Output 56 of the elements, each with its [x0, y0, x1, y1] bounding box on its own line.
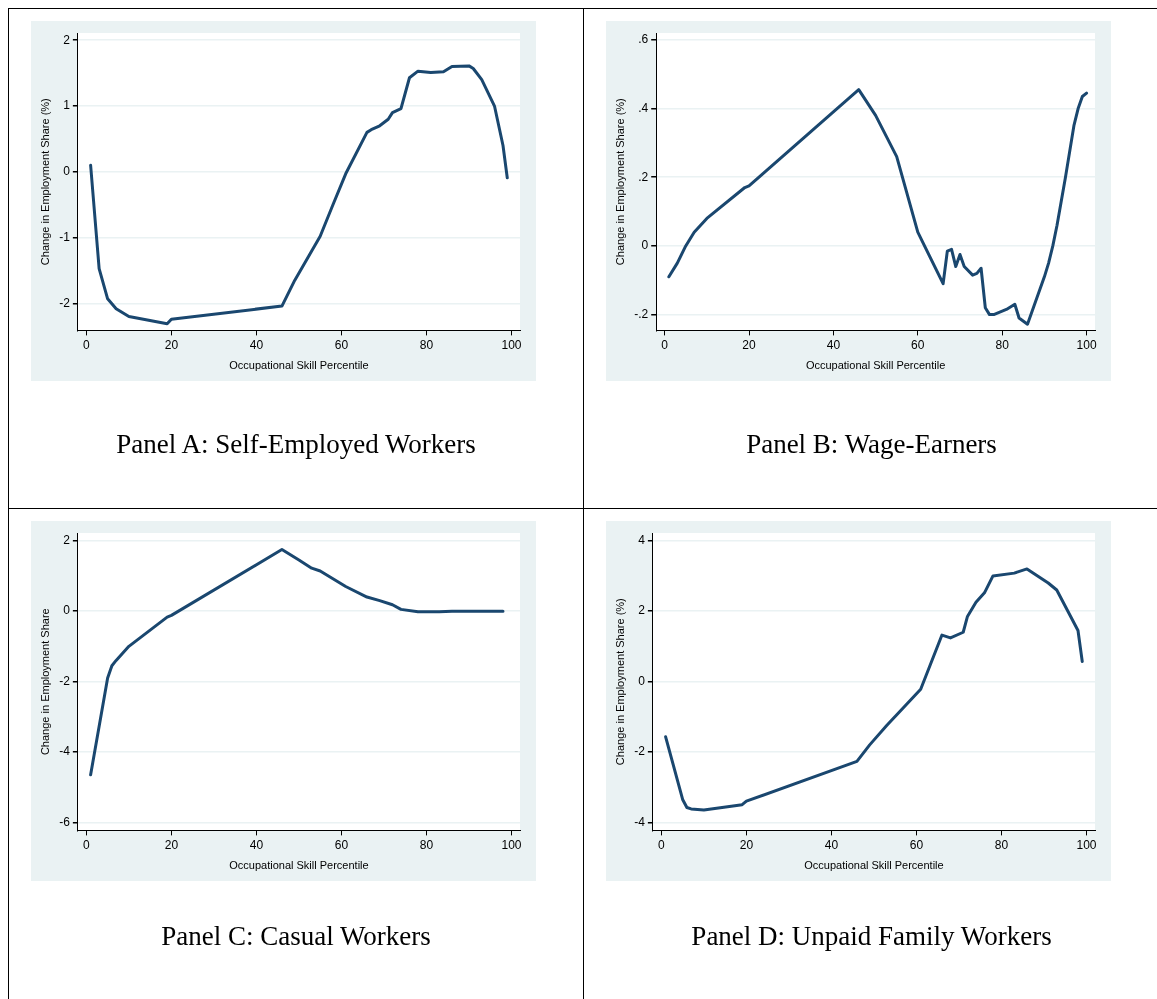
x-tick-label: 60: [911, 337, 925, 352]
x-tick-label: 0: [83, 337, 91, 352]
x-tick-label: 100: [501, 837, 522, 852]
x-tick-label: 100: [1076, 837, 1097, 852]
x-tick-label: 80: [995, 337, 1010, 352]
x-tick-label: 0: [658, 837, 666, 852]
y-tick-label: .2: [638, 169, 649, 184]
y-tick-label: 0: [63, 603, 71, 618]
y-tick-label: -4: [59, 744, 71, 759]
x-tick-label: 60: [334, 837, 349, 852]
y-tick-label: -2: [59, 673, 71, 688]
y-axis-title: Change in Employment Share: [38, 608, 51, 756]
x-tick-label: 80: [994, 837, 1009, 852]
y-tick-label: 2: [63, 32, 71, 47]
x-tick-label: 60: [909, 837, 924, 852]
y-tick-label: -4: [634, 814, 646, 829]
x-tick-label: 80: [419, 337, 434, 352]
x-tick-label: 40: [824, 837, 839, 852]
y-tick-label: 1: [63, 98, 71, 113]
x-tick-label: 40: [826, 337, 841, 352]
y-tick-label: 0: [638, 673, 646, 688]
x-tick-label: 100: [501, 337, 522, 352]
x-tick-label: 20: [742, 337, 757, 352]
x-tick-label: 60: [334, 337, 349, 352]
y-tick-label: 0: [641, 238, 649, 253]
y-tick-label: -1: [59, 229, 71, 244]
y-tick-label: -6: [59, 814, 71, 829]
x-axis-title: Occupational Skill Percentile: [229, 359, 369, 372]
y-tick-label: 0: [63, 164, 71, 179]
y-axis-title: Change in Employment Share (%): [613, 598, 626, 766]
x-axis-title: Occupational Skill Percentile: [229, 859, 369, 872]
y-tick-label: 2: [63, 533, 71, 548]
text: Panel C: Casual Workers: [160, 921, 432, 952]
x-tick-label: 40: [249, 837, 264, 852]
x-tick-label: 100: [1076, 337, 1097, 352]
y-tick-label: .6: [638, 32, 649, 47]
y-tick-label: 2: [638, 603, 646, 618]
x-tick-label: 20: [164, 837, 179, 852]
x-axis-title: Occupational Skill Percentile: [804, 859, 944, 872]
x-axis-title: Occupational Skill Percentile: [805, 359, 946, 372]
y-tick-label: -2: [634, 744, 646, 759]
x-tick-label: 20: [739, 837, 754, 852]
y-tick-label: -.2: [634, 306, 649, 321]
x-tick-label: 40: [249, 337, 264, 352]
x-tick-label: 20: [164, 337, 179, 352]
y-axis-title: Change in Employment Share (%): [38, 98, 51, 266]
x-tick-label: 0: [83, 837, 91, 852]
x-tick-label: 0: [661, 337, 669, 352]
text: Panel A: Self-Employed Workers: [115, 429, 477, 460]
y-tick-label: -2: [59, 295, 71, 310]
y-axis-title: Change in Employment Share (%): [613, 98, 626, 266]
text: Panel D: Unpaid Family Workers: [690, 921, 1053, 952]
y-tick-label: .4: [638, 100, 649, 115]
text: Panel B: Wage-Earners: [745, 429, 998, 460]
y-tick-label: 4: [638, 533, 646, 548]
x-tick-label: 80: [419, 837, 434, 852]
